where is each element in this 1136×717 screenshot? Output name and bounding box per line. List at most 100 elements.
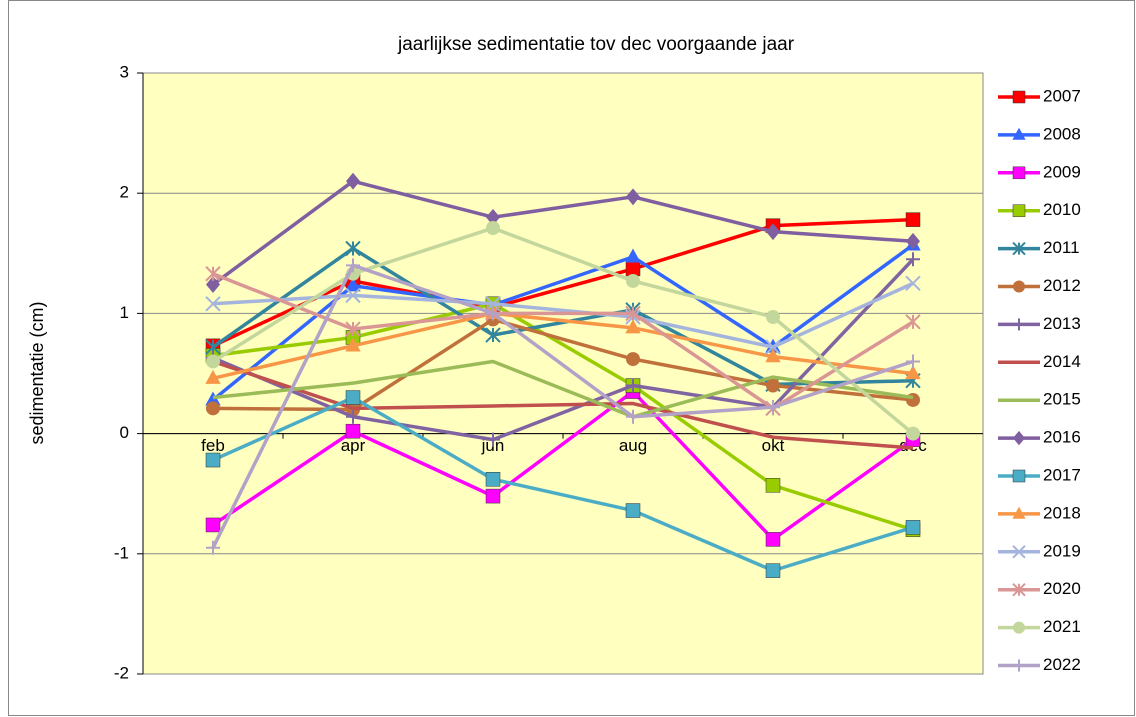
legend-marker [1013, 659, 1025, 672]
marker [905, 365, 921, 380]
marker [626, 352, 640, 367]
y-tick-label: 1 [120, 303, 129, 322]
marker [345, 321, 361, 337]
marker [765, 532, 781, 547]
legend-marker [1012, 127, 1026, 140]
legend-marker [1012, 545, 1026, 559]
marker [345, 240, 361, 257]
series-line [211, 243, 915, 402]
marker [486, 221, 500, 236]
marker [905, 212, 921, 227]
marker [206, 276, 220, 293]
series-line [212, 395, 914, 573]
marker [346, 172, 360, 190]
legend-label: 2020 [1043, 579, 1081, 598]
legend-label: 2009 [1043, 162, 1081, 181]
marker [625, 319, 641, 334]
y-tick-label: 2 [120, 183, 129, 202]
legend-label: 2011 [1043, 238, 1080, 257]
legend-label: 2013 [1043, 314, 1081, 333]
series-line [212, 302, 914, 532]
y-axis-label: sedimentatie (cm) [27, 301, 47, 444]
y-tick-label: 0 [120, 423, 129, 442]
marker [346, 258, 360, 273]
marker [765, 348, 781, 363]
legend-label: 2008 [1043, 124, 1081, 143]
marker [206, 540, 220, 555]
marker [486, 432, 500, 447]
marker [205, 369, 221, 384]
marker [345, 390, 361, 405]
marker [765, 563, 781, 578]
legend-label: 2018 [1043, 503, 1081, 522]
marker [625, 305, 641, 322]
x-tick-label: aug [619, 436, 647, 455]
marker [206, 401, 220, 416]
marker [485, 488, 501, 504]
marker [906, 354, 920, 369]
marker [906, 392, 920, 407]
marker [626, 188, 640, 206]
marker [345, 287, 361, 304]
marker [766, 378, 780, 393]
series-line [212, 311, 914, 381]
marker [205, 266, 221, 282]
legend-marker [1013, 280, 1025, 293]
marker [765, 339, 781, 355]
legend-marker [1012, 582, 1026, 597]
marker [485, 472, 501, 487]
marker [906, 426, 920, 441]
marker [205, 391, 221, 406]
legend-marker [1013, 318, 1025, 331]
plot-area [142, 72, 984, 675]
legend-marker [1012, 469, 1026, 483]
marker [906, 252, 920, 267]
marker [766, 400, 780, 415]
marker [205, 296, 221, 312]
marker [485, 327, 501, 343]
legend-marker [1012, 204, 1026, 217]
marker [626, 273, 640, 288]
marker [765, 478, 781, 493]
legend-label: 2021 [1043, 617, 1081, 636]
legend-marker [1012, 90, 1026, 104]
legend-label: 2019 [1043, 541, 1081, 560]
marker [345, 337, 361, 352]
marker [205, 517, 221, 533]
legend-label: 2017 [1043, 465, 1081, 484]
marker [906, 232, 920, 250]
marker [905, 275, 921, 292]
legend-label: 2012 [1043, 276, 1081, 295]
marker [766, 310, 780, 325]
marker [625, 248, 641, 263]
legend-marker [1013, 621, 1025, 634]
marker [345, 277, 361, 292]
marker [625, 261, 641, 277]
marker [346, 409, 360, 424]
y-tick-label: -1 [114, 543, 129, 562]
marker [626, 378, 640, 393]
legend-marker [1013, 430, 1025, 446]
marker [205, 452, 221, 468]
series-line [212, 359, 914, 450]
marker [766, 223, 780, 241]
marker [206, 354, 220, 369]
series-line [212, 389, 915, 542]
series-line [211, 263, 914, 549]
series-line [211, 179, 914, 286]
x-tick-label: okt [762, 436, 785, 455]
series-line [212, 359, 914, 419]
legend-label: 2014 [1043, 352, 1081, 371]
series-line [212, 226, 915, 435]
legend-label: 2015 [1043, 390, 1081, 409]
legend-label: 2022 [1043, 655, 1081, 674]
legend-label: 2016 [1043, 428, 1081, 447]
marker [486, 306, 500, 321]
legend-marker [1012, 506, 1026, 519]
y-tick-label: 3 [120, 62, 129, 81]
chart-title: jaarlijkse sedimentatie tov dec voorgaan… [397, 34, 795, 55]
series-line [212, 217, 914, 348]
marker [625, 503, 641, 518]
legend-label: 2010 [1043, 200, 1081, 219]
